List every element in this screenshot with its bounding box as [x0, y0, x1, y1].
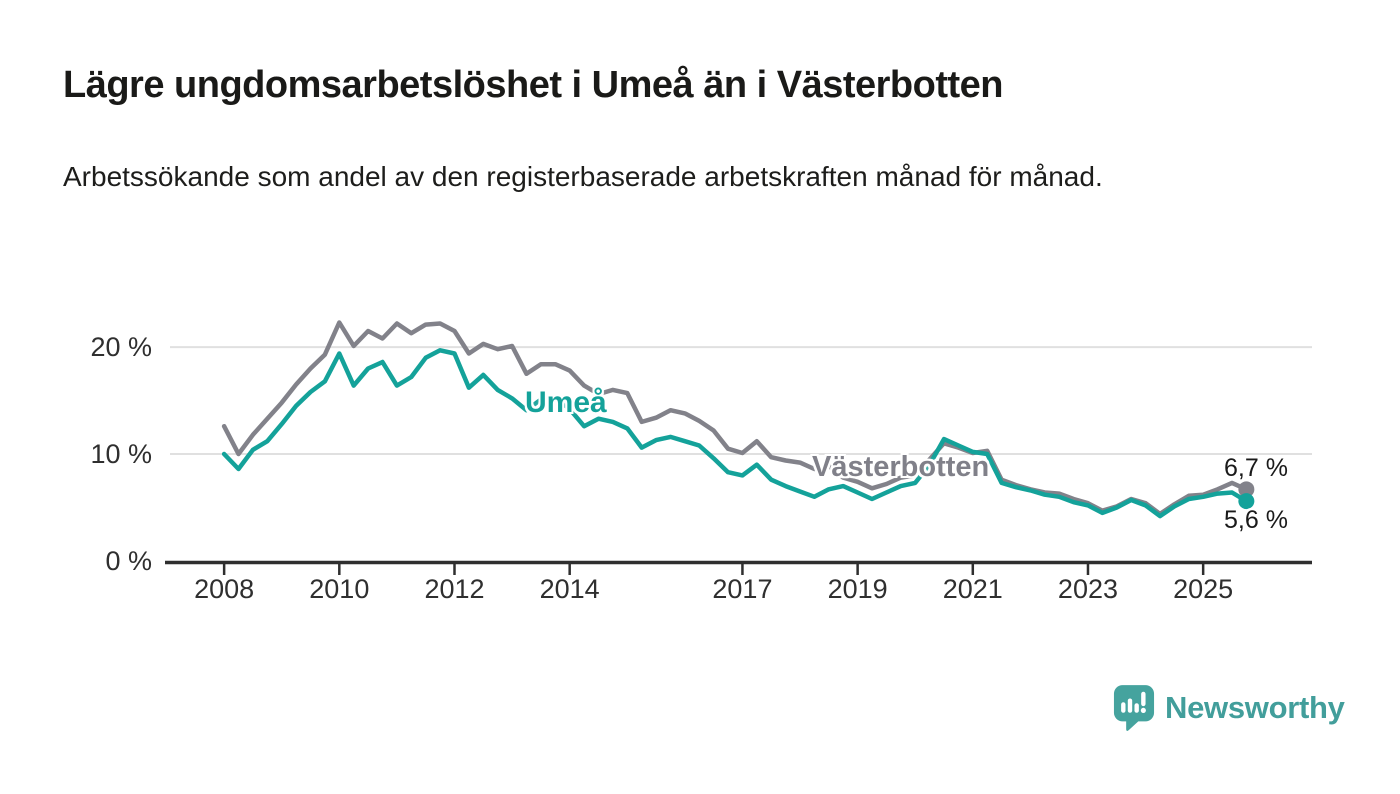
x-tick-label: 2008 — [194, 574, 255, 604]
y-tick-label: 10 % — [90, 439, 152, 470]
y-tick-label: 20 % — [90, 332, 152, 363]
end-value-label-umea: 5,6 % — [1224, 506, 1288, 534]
series-label-umea: Umeå — [525, 386, 607, 419]
newsworthy-logo: Newsworthy — [1113, 684, 1345, 732]
x-tick-label: 2019 — [827, 574, 888, 604]
x-tick-label: 2012 — [424, 574, 485, 604]
x-tick-label: 2014 — [539, 574, 600, 604]
x-tick-label: 2021 — [942, 574, 1003, 604]
end-dot-Umeå — [1238, 493, 1255, 510]
y-tick-label: 0 % — [105, 546, 152, 576]
x-tick-label: 2017 — [712, 574, 773, 604]
newsworthy-wordmark: Newsworthy — [1165, 690, 1345, 725]
x-tick-label: 2023 — [1057, 574, 1118, 604]
series-line-Västerbotten — [221, 320, 1249, 517]
end-value-label-vasterbotten: 6,7 % — [1224, 454, 1288, 482]
chart-subtitle: Arbetssökande som andel av den registerb… — [63, 161, 1103, 192]
end-dot-Västerbotten — [1238, 481, 1255, 498]
newsworthy-icon — [1113, 685, 1155, 731]
x-tick-label: 2025 — [1173, 574, 1234, 604]
series-label-vasterbotten: Västerbotten — [812, 451, 990, 483]
series-line-Umeå — [221, 348, 1249, 519]
x-tick-label: 2010 — [309, 574, 370, 604]
chart-title: Lägre ungdomsarbetslöshet i Umeå än i Vä… — [63, 64, 1004, 106]
